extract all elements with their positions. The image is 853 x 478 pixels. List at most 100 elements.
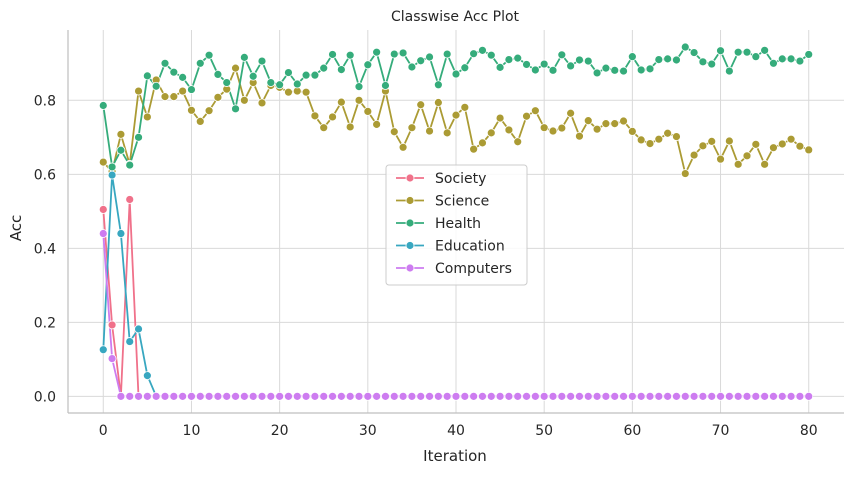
- data-point-computers: [328, 391, 337, 401]
- data-point-computers: [769, 391, 778, 401]
- data-point-health: [495, 62, 505, 72]
- data-point-science: [654, 134, 664, 144]
- data-point-science: [213, 92, 223, 102]
- data-point-society: [107, 320, 117, 330]
- data-point-health: [178, 72, 188, 82]
- data-point-computers: [363, 391, 373, 401]
- data-point-computers: [689, 391, 699, 401]
- data-point-science: [601, 119, 611, 129]
- data-point-computers: [751, 391, 761, 401]
- data-point-health: [751, 52, 761, 62]
- data-point-computers: [486, 391, 496, 401]
- data-point-computers: [724, 391, 734, 401]
- data-point-health: [336, 65, 346, 74]
- data-point-science: [319, 123, 329, 133]
- data-point-science: [469, 144, 479, 154]
- data-point-computers: [777, 391, 787, 401]
- data-point-science: [663, 128, 673, 138]
- data-point-health: [548, 65, 558, 75]
- data-point-education: [142, 371, 152, 381]
- data-point-health: [195, 58, 205, 68]
- data-point-health: [248, 71, 258, 81]
- data-point-education: [134, 324, 143, 334]
- data-point-science: [363, 107, 373, 116]
- data-point-health: [530, 65, 540, 75]
- data-point-science: [680, 169, 690, 178]
- data-point-science: [478, 138, 487, 148]
- data-point-science: [742, 151, 752, 161]
- data-point-health: [707, 59, 717, 69]
- data-point-computers: [284, 391, 293, 401]
- data-point-computers: [389, 391, 399, 401]
- data-point-health: [486, 50, 496, 60]
- data-point-health: [169, 67, 179, 77]
- data-point-health: [619, 66, 628, 76]
- data-point-computers: [654, 391, 664, 401]
- data-point-science: [178, 86, 188, 96]
- data-point-computers: [381, 391, 390, 401]
- data-point-health: [160, 58, 170, 68]
- data-point-health: [328, 50, 337, 59]
- data-point-computers: [469, 391, 479, 401]
- data-point-computers: [707, 391, 717, 401]
- data-point-education: [125, 337, 135, 346]
- data-point-science: [539, 123, 549, 133]
- legend-box: [385, 164, 528, 286]
- data-point-health: [389, 49, 399, 59]
- x-tick-label: 30: [359, 423, 377, 439]
- data-point-science: [724, 136, 734, 146]
- y-tick-label: 0.8: [34, 93, 56, 109]
- data-point-computers: [195, 391, 205, 401]
- data-point-computers: [583, 391, 593, 401]
- y-tick-label: 0.2: [34, 315, 56, 331]
- data-point-computers: [575, 391, 584, 401]
- y-tick-label: 0.0: [34, 389, 56, 405]
- chart-title: Classwise Acc Plot: [391, 9, 520, 25]
- data-point-health: [557, 50, 567, 60]
- data-point-science: [583, 116, 593, 126]
- data-point-health: [645, 64, 655, 74]
- data-point-science: [672, 132, 681, 141]
- data-point-science: [504, 125, 514, 135]
- data-point-science: [231, 63, 240, 73]
- data-point-science: [751, 139, 761, 149]
- data-point-health: [398, 48, 408, 58]
- data-point-computers: [742, 391, 752, 401]
- data-point-computers: [645, 391, 655, 401]
- data-point-health: [451, 69, 461, 79]
- data-point-health: [142, 71, 152, 81]
- data-point-computers: [548, 391, 558, 401]
- data-point-science: [354, 95, 364, 105]
- data-point-science: [284, 87, 293, 97]
- data-point-health: [354, 82, 364, 92]
- data-point-society: [98, 205, 108, 214]
- data-point-computers: [786, 391, 796, 401]
- data-point-health: [504, 55, 514, 65]
- legend-label: Education: [435, 239, 505, 255]
- data-point-computers: [698, 391, 708, 401]
- data-point-computers: [345, 391, 355, 401]
- data-point-computers: [107, 354, 117, 364]
- data-point-health: [319, 63, 329, 73]
- x-tick-label: 20: [271, 423, 289, 439]
- data-point-computers: [213, 391, 223, 401]
- data-point-health: [636, 65, 646, 75]
- data-point-health: [442, 49, 452, 59]
- data-point-computers: [478, 391, 487, 401]
- data-point-science: [460, 102, 470, 112]
- data-point-education: [107, 170, 117, 180]
- data-point-computers: [310, 391, 320, 401]
- data-point-computers: [239, 391, 249, 401]
- data-point-computers: [160, 391, 170, 401]
- data-point-health: [107, 162, 117, 172]
- data-point-computers: [266, 391, 276, 401]
- data-point-computers: [169, 391, 179, 401]
- data-point-computers: [566, 391, 576, 401]
- data-point-health: [478, 45, 487, 55]
- data-point-science: [522, 111, 531, 121]
- data-point-computers: [275, 391, 285, 401]
- data-point-health: [363, 60, 373, 70]
- data-point-health: [433, 80, 443, 90]
- data-point-health: [795, 56, 805, 66]
- data-point-computers: [557, 391, 567, 401]
